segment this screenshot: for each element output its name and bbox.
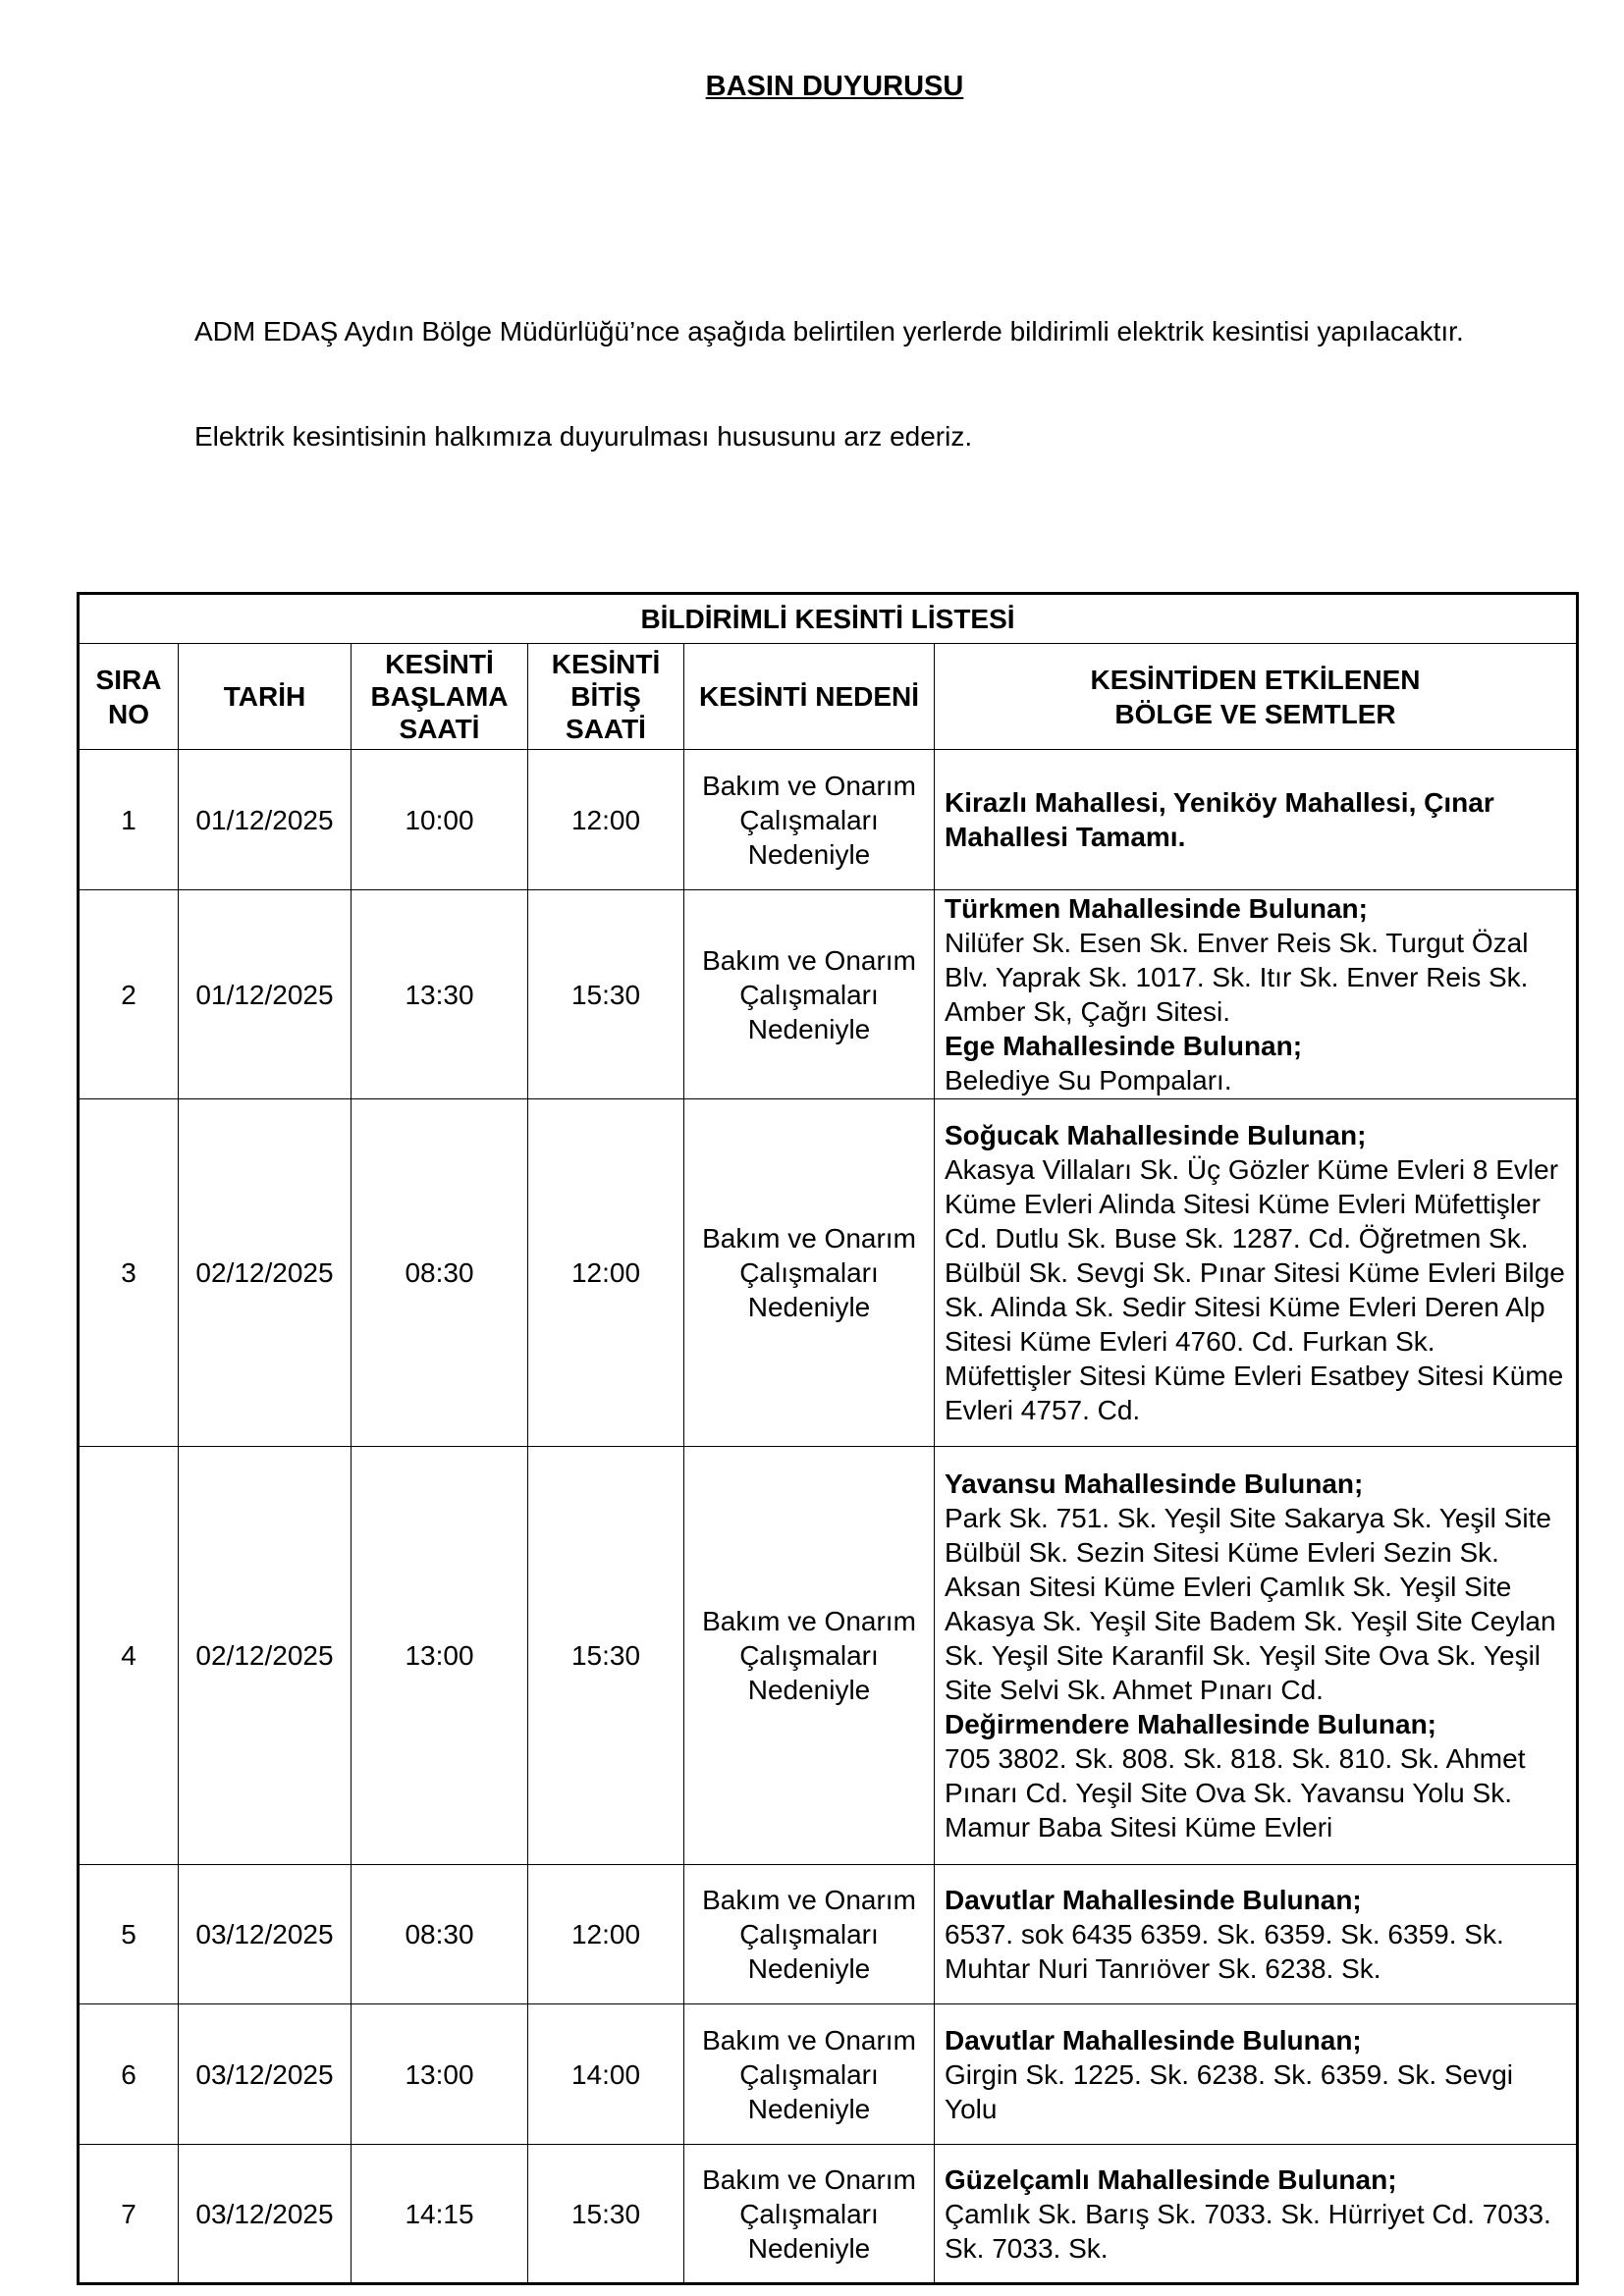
table-row: 6 03/12/2025 13:00 14:00 Bakım ve Onarım Çal…: [78, 2003, 1578, 2145]
row-number: 4: [78, 1446, 179, 1865]
row-affected-regions: Türkmen Mahallesinde Bulunan; Nilüfer Sk.…: [934, 889, 1578, 1099]
table-header-row: SIRA NO TARİH KESİNTİ BAŞLAMA SAATİ KESİ…: [78, 643, 1578, 750]
table-row: 1 01/12/2025 10:00 12:00 Bakım ve Onarım Çal…: [78, 749, 1578, 890]
region-streets: 6537. sok 6435 6359. Sk. 6359. Sk. 6359.…: [945, 1919, 1504, 1984]
row-start-time: 13:00: [351, 2003, 528, 2145]
row-number: 2: [78, 889, 179, 1099]
outage-table: BİLDİRİMLİ KESİNTİ LİSTESİ SIRA NO TARİH…: [77, 592, 1579, 2285]
row-number: 6: [78, 2003, 179, 2145]
table-row: 2 01/12/2025 13:30 15:30 Bakım ve Onarım Çal…: [78, 889, 1578, 1099]
document-title: BASIN DUYURUSU: [705, 71, 964, 102]
region-heading: Türkmen Mahallesinde Bulunan;: [945, 893, 1368, 924]
region-heading: Davutlar Mahallesinde Bulunan;: [945, 2024, 1362, 2056]
row-end-time: 12:00: [527, 749, 684, 890]
header-baslama: KESİNTİ BAŞLAMA SAATİ: [351, 643, 528, 750]
row-number: 5: [78, 1864, 179, 2004]
region-streets: Çamlık Sk. Barış Sk. 7033. Sk. Hürriyet …: [945, 2198, 1551, 2264]
row-date: 03/12/2025: [178, 1864, 352, 2004]
header-neden: KESİNTİ NEDENİ: [683, 643, 935, 750]
row-affected-regions: Kirazlı Mahallesi, Yeniköy Mahallesi, Çı…: [934, 749, 1578, 890]
header-bitis: KESİNTİ BİTİŞ SAATİ: [527, 643, 684, 750]
table-row: 5 03/12/2025 08:30 12:00 Bakım ve Onarım Çal…: [78, 1864, 1578, 2004]
header-sira-no: SIRA NO: [78, 643, 179, 750]
row-reason: Bakım ve Onarım Çalışmaları Nedeniyle: [683, 1864, 935, 2004]
region-heading: Yavansu Mahallesinde Bulunan;: [945, 1468, 1364, 1499]
row-date: 03/12/2025: [178, 2144, 352, 2284]
region-heading: Ege Mahallesinde Bulunan;: [945, 1031, 1303, 1061]
row-date: 01/12/2025: [178, 889, 352, 1099]
region-heading: Davutlar Mahallesinde Bulunan;: [945, 1885, 1362, 1915]
region-heading: Kirazlı Mahallesi, Yeniköy Mahallesi, Çı…: [945, 787, 1494, 852]
row-start-time: 14:15: [351, 2144, 528, 2284]
row-end-time: 15:30: [527, 1446, 684, 1865]
row-affected-regions: Davutlar Mahallesinde Bulunan; Girgin Sk.…: [934, 2003, 1578, 2145]
row-reason: Bakım ve Onarım Çalışmaları Nedeniyle: [683, 889, 935, 1099]
row-date: 02/12/2025: [178, 1446, 352, 1865]
row-number: 3: [78, 1098, 179, 1447]
row-date: 01/12/2025: [178, 749, 352, 890]
region-streets: Akasya Villaları Sk. Üç Gözler Küme Evle…: [945, 1154, 1565, 1425]
row-end-time: 12:00: [527, 1864, 684, 2004]
header-tarih: TARİH: [178, 643, 352, 750]
row-end-time: 14:00: [527, 2003, 684, 2145]
region-streets: Nilüfer Sk. Esen Sk. Enver Reis Sk. Turg…: [945, 928, 1529, 1027]
region-streets: Park Sk. 751. Sk. Yeşil Site Sakarya Sk.…: [945, 1503, 1556, 1705]
row-reason: Bakım ve Onarım Çalışmaları Nedeniyle: [683, 2144, 935, 2284]
table-row: 4 02/12/2025 13:00 15:30 Bakım ve Onarım Çal…: [78, 1446, 1578, 1865]
intro-paragraph: ADM EDAŞ Aydın Bölge Müdürlüğü’nce aşağı…: [194, 316, 1464, 347]
row-start-time: 10:00: [351, 749, 528, 890]
region-heading: Soğucak Mahallesinde Bulunan;: [945, 1120, 1367, 1150]
header-bolge: KESİNTİDEN ETKİLENEN BÖLGE VE SEMTLER: [934, 643, 1578, 750]
region-streets: 705 3802. Sk. 808. Sk. 818. Sk. 810. Sk.…: [945, 1743, 1526, 1842]
row-start-time: 13:30: [351, 889, 528, 1099]
row-reason: Bakım ve Onarım Çalışmaları Nedeniyle: [683, 2003, 935, 2145]
row-start-time: 13:00: [351, 1446, 528, 1865]
closing-paragraph: Elektrik kesintisinin halkımıza duyurulm…: [194, 421, 973, 452]
row-date: 02/12/2025: [178, 1098, 352, 1447]
row-reason: Bakım ve Onarım Çalışmaları Nedeniyle: [683, 749, 935, 890]
row-start-time: 08:30: [351, 1864, 528, 2004]
row-affected-regions: Güzelçamlı Mahallesinde Bulunan; Çamlık S…: [934, 2144, 1578, 2284]
table-row: 7 03/12/2025 14:15 15:30 Bakım ve Onarım Çal…: [78, 2144, 1578, 2284]
row-affected-regions: Yavansu Mahallesinde Bulunan; Park Sk. 75…: [934, 1446, 1578, 1865]
region-streets: Girgin Sk. 1225. Sk. 6238. Sk. 6359. Sk.…: [945, 2058, 1513, 2124]
row-number: 1: [78, 749, 179, 890]
row-affected-regions: Davutlar Mahallesinde Bulunan; 6537. sok …: [934, 1864, 1578, 2004]
row-number: 7: [78, 2144, 179, 2284]
table-caption: BİLDİRİMLİ KESİNTİ LİSTESİ: [78, 593, 1578, 644]
row-end-time: 12:00: [527, 1098, 684, 1447]
region-heading: Güzelçamlı Mahallesinde Bulunan;: [945, 2163, 1397, 2195]
row-end-time: 15:30: [527, 889, 684, 1099]
region-streets: Belediye Su Pompaları.: [945, 1065, 1232, 1095]
table-row: 3 02/12/2025 08:30 12:00 Bakım ve Onarım Çal…: [78, 1098, 1578, 1447]
row-reason: Bakım ve Onarım Çalışmaları Nedeniyle: [683, 1446, 935, 1865]
region-heading: Değirmendere Mahallesinde Bulunan;: [945, 1709, 1436, 1739]
row-reason: Bakım ve Onarım Çalışmaları Nedeniyle: [683, 1098, 935, 1447]
row-start-time: 08:30: [351, 1098, 528, 1447]
row-affected-regions: Soğucak Mahallesinde Bulunan; Akasya Vill…: [934, 1098, 1578, 1447]
row-date: 03/12/2025: [178, 2003, 352, 2145]
row-end-time: 15:30: [527, 2144, 684, 2284]
